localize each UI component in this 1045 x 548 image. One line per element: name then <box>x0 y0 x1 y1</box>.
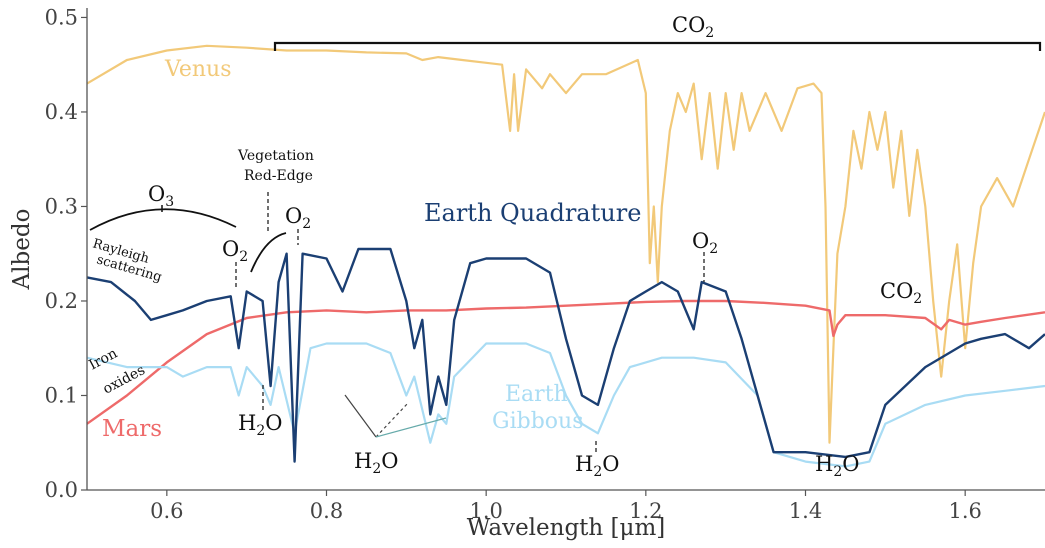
h2o-bracket-right <box>375 417 447 438</box>
o2-label-c: O2 <box>692 229 718 257</box>
ticks-layer: 0.6 0.8 1.0 1.2 1.4 1.6 0.0 0.1 0.2 0.3 0.4 0.5 <box>45 5 982 523</box>
earth-gibbous-label-1: Earth <box>505 382 568 407</box>
h2o-bracket-left <box>344 394 377 438</box>
h2o-label-c: H2O <box>575 452 619 480</box>
y-tick-label: 0.4 <box>45 100 78 124</box>
o3-bracket <box>89 208 237 231</box>
x-tick-label: 1.4 <box>789 499 822 523</box>
h2o-bracket-mid <box>375 402 409 438</box>
venus-label: Venus <box>164 57 232 82</box>
series-line-earth-quadrature <box>86 247 1045 463</box>
y-tick-label: 0.3 <box>45 194 78 218</box>
y-tick-label: 0.1 <box>45 383 78 407</box>
x-tick-label: 0.6 <box>150 499 183 523</box>
o2-label-a: O2 <box>222 237 248 265</box>
x-tick-label: 1.0 <box>469 499 502 523</box>
o3-label: O3 <box>148 182 174 210</box>
x-tick-label: 0.8 <box>310 499 343 523</box>
y-tick-label: 0.5 <box>45 5 78 29</box>
series-layer <box>86 44 1045 468</box>
h2o-label-d: H2O <box>815 452 859 480</box>
series-line-mars <box>86 299 1045 425</box>
series-line-venus <box>86 44 1045 444</box>
vegetation-label-1: Vegetation <box>237 148 314 164</box>
earth-quadrature-label: Earth Quadrature <box>424 199 641 227</box>
vegetation-label-2: Red-Edge <box>244 168 313 184</box>
h2o-label-b: H2O <box>354 449 398 477</box>
mars-label: Mars <box>102 416 162 442</box>
y-tick-label: 0.0 <box>45 478 78 502</box>
earth-gibbous-label-2: Gibbous <box>492 409 583 434</box>
co2-bracket <box>273 41 1042 51</box>
annotation-labels: Wavelength [μm] Albedo Venus Earth Quadr… <box>9 13 922 541</box>
series-line-earth-gibbous <box>86 342 1045 468</box>
iron-oxides-label-1: Iron <box>86 345 120 373</box>
x-tick-label: 1.2 <box>629 499 662 523</box>
annotation-brackets <box>89 41 1042 452</box>
co2-top-label: CO2 <box>672 13 714 41</box>
x-tick-label: 1.6 <box>948 499 981 523</box>
y-tick-label: 0.2 <box>45 289 78 313</box>
o2-label-b: O2 <box>285 204 311 232</box>
h2o-label-a: H2O <box>238 411 282 439</box>
red-edge-line <box>250 232 287 273</box>
axes-layer <box>86 8 1045 491</box>
x-axis-title: Wavelength [μm] <box>467 515 666 541</box>
co2-right-label: CO2 <box>880 279 922 307</box>
y-axis-title: Albedo <box>9 209 35 291</box>
